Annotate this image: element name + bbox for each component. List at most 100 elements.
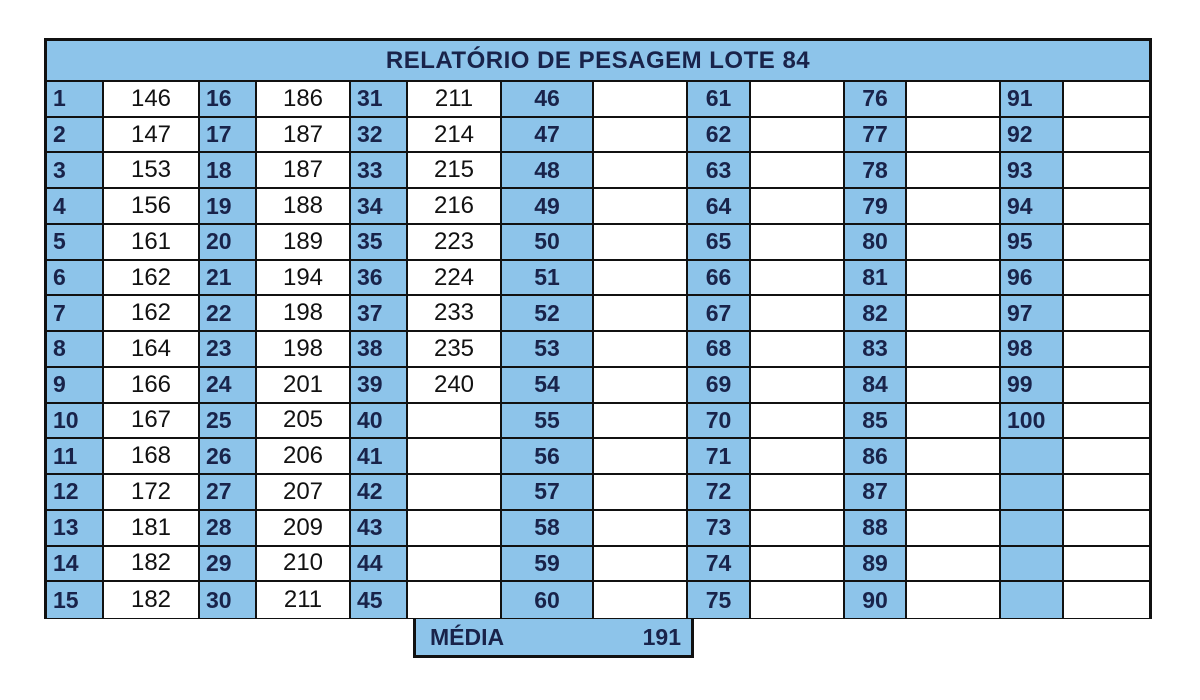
weight-value-cell: 172 — [104, 475, 200, 511]
weight-value-cell — [751, 296, 845, 333]
weight-value-cell — [751, 332, 845, 368]
weight-value-cell — [1064, 332, 1149, 368]
weight-value-cell — [751, 475, 845, 511]
animal-number-cell: 4 — [47, 189, 104, 225]
weight-value-cell: 162 — [104, 296, 200, 333]
weight-value-cell: 198 — [257, 296, 351, 333]
animal-number-cell: 12 — [47, 475, 104, 511]
weight-value-cell — [907, 403, 1001, 440]
weight-value-cell — [907, 367, 1001, 404]
animal-number-cell: 3 — [47, 153, 104, 190]
animal-number-cell: 7 — [47, 296, 104, 333]
weight-value-cell: 211 — [257, 582, 351, 618]
weight-value-cell — [1064, 582, 1149, 618]
weight-value-cell: 168 — [104, 439, 200, 476]
weight-value-cell: 209 — [257, 510, 351, 547]
weight-value-cell: 207 — [257, 475, 351, 511]
animal-number-cell: 83 — [845, 332, 907, 368]
animal-number-cell: 10 — [47, 403, 104, 440]
weight-value-cell — [594, 475, 688, 511]
animal-number-cell — [1001, 475, 1064, 511]
weight-value-cell: 215 — [408, 153, 502, 190]
animal-number-cell: 47 — [502, 117, 594, 154]
animal-number-cell: 98 — [1001, 332, 1064, 368]
weight-value-cell: 186 — [257, 82, 351, 118]
animal-number-cell: 77 — [845, 117, 907, 154]
animal-number-cell: 74 — [688, 546, 751, 583]
animal-number-cell: 88 — [845, 510, 907, 547]
animal-number-cell: 42 — [351, 475, 408, 511]
weight-value-cell — [594, 117, 688, 154]
weighing-report-table: RELATÓRIO DE PESAGEM LOTE 84 1 146 2 147 3 15… — [44, 38, 1152, 619]
animal-number-cell: 27 — [200, 475, 257, 511]
weight-value-cell — [594, 260, 688, 297]
animal-number-cell: 69 — [688, 367, 751, 404]
weight-value-cell: 206 — [257, 439, 351, 476]
animal-number-cell: 85 — [845, 403, 907, 440]
animal-number-cell: 64 — [688, 189, 751, 225]
animal-number-cell: 44 — [351, 546, 408, 583]
animal-number-cell: 81 — [845, 260, 907, 297]
weight-value-cell — [594, 546, 688, 583]
animal-number-cell: 68 — [688, 332, 751, 368]
animal-number-cell: 76 — [845, 82, 907, 118]
animal-number-cell: 9 — [47, 367, 104, 404]
animal-number-cell: 21 — [200, 260, 257, 297]
animal-number-cell: 82 — [845, 296, 907, 333]
animal-number-cell: 25 — [200, 403, 257, 440]
animal-number-cell: 51 — [502, 260, 594, 297]
weight-value-cell — [751, 189, 845, 225]
animal-number-cell: 57 — [502, 475, 594, 511]
animal-number-cell: 49 — [502, 189, 594, 225]
weight-value-cell — [907, 475, 1001, 511]
animal-number-cell: 72 — [688, 475, 751, 511]
weight-value-cell — [594, 189, 688, 225]
weight-value-cell — [594, 153, 688, 190]
animal-number-cell: 19 — [200, 189, 257, 225]
weight-value-cell: 240 — [408, 367, 502, 404]
weight-value-cell — [408, 546, 502, 583]
animal-number-cell: 71 — [688, 439, 751, 476]
weight-value-cell — [751, 153, 845, 190]
weight-value-cell — [594, 510, 688, 547]
weight-value-cell: 194 — [257, 260, 351, 297]
weight-value-cell — [594, 403, 688, 440]
animal-number-cell: 54 — [502, 367, 594, 404]
weight-value-cell — [907, 582, 1001, 618]
weight-value-cell — [907, 117, 1001, 154]
animal-number-cell: 13 — [47, 510, 104, 547]
animal-number-cell: 60 — [502, 582, 594, 618]
animal-number-cell: 28 — [200, 510, 257, 547]
weights-grid: 1 146 2 147 3 153 4 156 5 161 6 162 7 162 8 164 9 166 10 16… — [47, 82, 1149, 618]
weight-value-cell: 182 — [104, 582, 200, 618]
animal-number-cell: 58 — [502, 510, 594, 547]
animal-number-cell: 11 — [47, 439, 104, 476]
animal-number-cell: 90 — [845, 582, 907, 618]
animal-number-cell: 59 — [502, 546, 594, 583]
animal-number-cell: 18 — [200, 153, 257, 190]
weight-value-cell — [751, 224, 845, 261]
animal-number-cell: 66 — [688, 260, 751, 297]
animal-number-cell — [1001, 439, 1064, 476]
weight-value-cell: 166 — [104, 367, 200, 404]
animal-number-cell: 30 — [200, 582, 257, 618]
weight-value-cell — [594, 582, 688, 618]
weight-value-cell — [907, 332, 1001, 368]
weight-value-cell — [907, 224, 1001, 261]
animal-number-cell: 97 — [1001, 296, 1064, 333]
weight-value-cell — [751, 582, 845, 618]
animal-number-cell: 73 — [688, 510, 751, 547]
animal-number-cell: 15 — [47, 582, 104, 618]
animal-number-cell: 26 — [200, 439, 257, 476]
animal-number-cell: 70 — [688, 403, 751, 440]
animal-number-cell — [1001, 546, 1064, 583]
weight-value-cell: 188 — [257, 189, 351, 225]
animal-number-cell: 99 — [1001, 367, 1064, 404]
animal-number-cell: 22 — [200, 296, 257, 333]
animal-number-cell: 37 — [351, 296, 408, 333]
animal-number-cell: 35 — [351, 224, 408, 261]
weight-value-cell: 156 — [104, 189, 200, 225]
weight-value-cell — [907, 153, 1001, 190]
animal-number-cell — [1001, 582, 1064, 618]
animal-number-cell: 34 — [351, 189, 408, 225]
